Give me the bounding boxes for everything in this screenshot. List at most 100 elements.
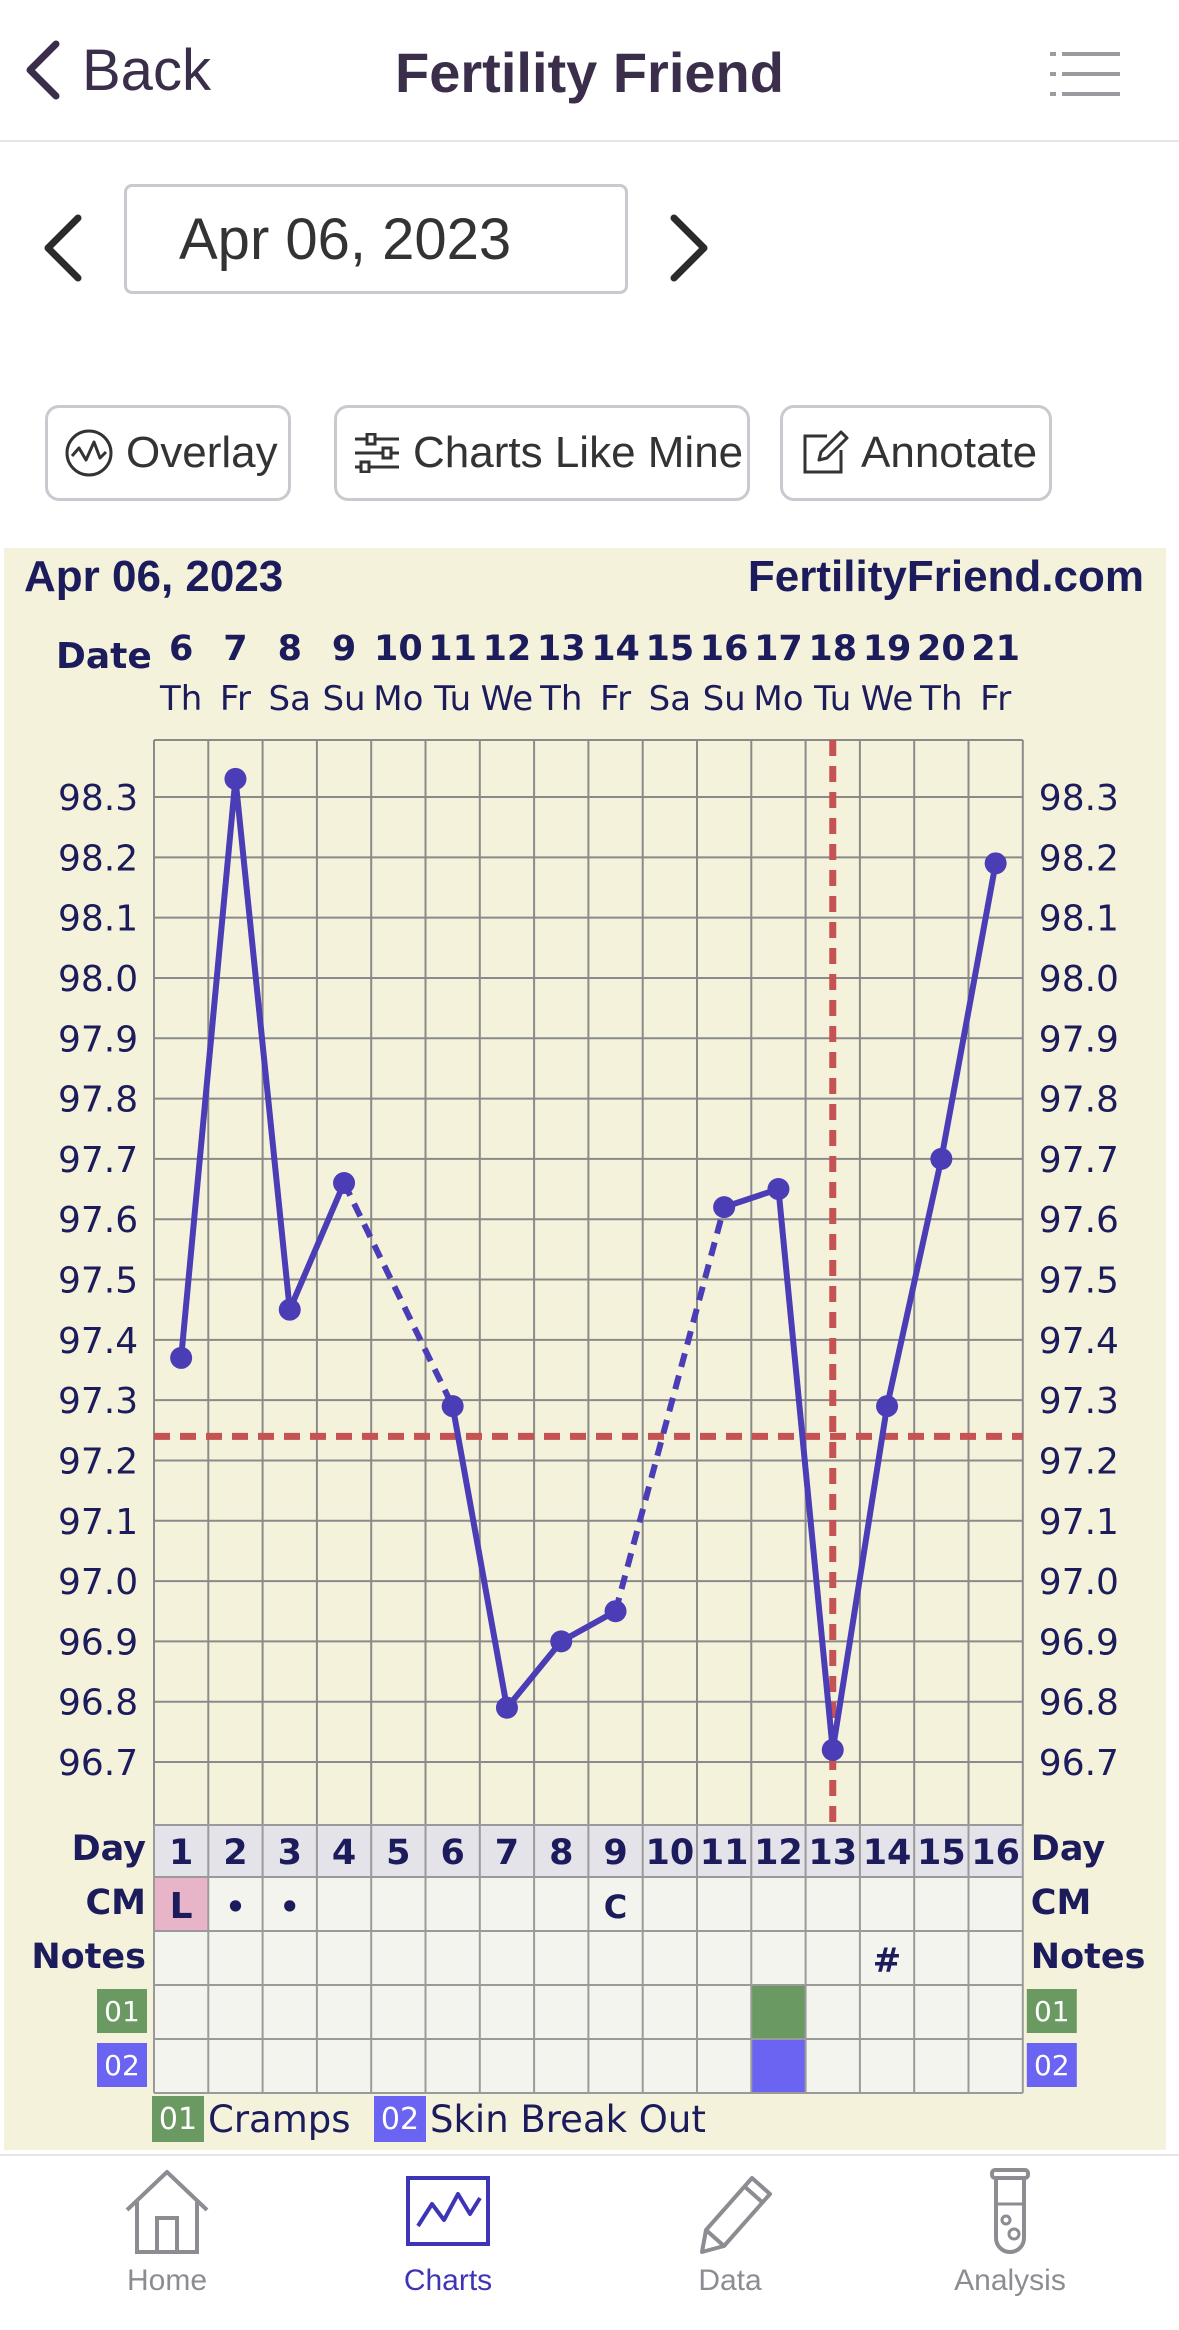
tab-charts[interactable]: Charts <box>353 2164 543 2324</box>
chart-date: Apr 06, 2023 <box>24 552 284 601</box>
tab-analysis[interactable]: Analysis <box>915 2164 1105 2324</box>
date-tick-label: 8 <box>278 629 302 669</box>
pencil-icon <box>700 2176 772 2254</box>
y-tick-label-left: 98.2 <box>58 838 138 879</box>
temperature-point <box>495 1696 518 1719</box>
y-tick-label-right: 98.1 <box>1039 899 1119 940</box>
symptom-chip-right <box>1026 1989 1077 2033</box>
y-tick-label-left: 97.9 <box>58 1019 138 1060</box>
cycle-day-label: 12 <box>754 1833 803 1873</box>
temperature-segment <box>178 778 239 1359</box>
annotate-button[interactable]: Annotate <box>780 405 1052 501</box>
date-row-label: Date <box>56 636 152 677</box>
y-tick-label-left: 96.8 <box>58 1683 138 1724</box>
day-row-label-right: Day <box>1031 1829 1106 1869</box>
temperature-segment <box>504 1639 564 1710</box>
temperature-point <box>224 767 247 790</box>
temperature-segment <box>938 862 999 1160</box>
weekday-label: Th <box>539 679 582 719</box>
notes-row-label-right: Notes <box>1031 1937 1146 1977</box>
tab-home[interactable]: Home <box>72 2164 262 2324</box>
chevron-left-icon <box>44 214 82 282</box>
symptom-code-left: 02 <box>104 2049 140 2082</box>
charts-like-mine-label: Charts Like Mine <box>413 428 744 477</box>
date-tick-label: 7 <box>223 629 247 669</box>
weekday-label: We <box>861 679 914 719</box>
y-tick-label-left: 98.0 <box>58 959 138 1000</box>
cycle-day-label: 14 <box>863 1833 912 1873</box>
cycle-day-label: 3 <box>278 1833 302 1873</box>
date-tick-label: 14 <box>591 629 640 669</box>
temperature-segment <box>775 1188 836 1751</box>
y-tick-label-left: 97.4 <box>58 1321 138 1362</box>
y-tick-label-right: 97.0 <box>1039 1562 1119 1603</box>
day-row-label: Day <box>72 1829 147 1869</box>
edit-icon <box>803 430 849 474</box>
temperature-point <box>441 1395 464 1418</box>
previous-date-button[interactable] <box>36 208 92 288</box>
temperature-point <box>604 1600 627 1623</box>
y-tick-label-left: 98.3 <box>58 778 138 819</box>
bbt-chart[interactable]: Date 6Th7Fr8Sa9Su10Mo11Tu12We13Th14Fr15Sa… <box>0 0 1179 2150</box>
test-tube-icon <box>990 2168 1030 2254</box>
cm-value: • <box>225 1888 245 1926</box>
cycle-day-label: 8 <box>549 1833 573 1873</box>
date-tick-label: 21 <box>971 629 1020 669</box>
temperature-point <box>333 1172 356 1194</box>
date-tick-label: 17 <box>754 629 803 669</box>
chevron-right-icon <box>670 214 708 282</box>
overlay-icon <box>65 429 113 477</box>
date-tick-label: 12 <box>483 629 532 669</box>
menu-list-button[interactable] <box>1050 52 1120 96</box>
date-field[interactable]: Apr 06, 2023 <box>124 184 628 294</box>
weekday-label: Su <box>322 679 365 719</box>
cycle-day-label: 5 <box>386 1833 410 1873</box>
next-date-button[interactable] <box>660 208 716 288</box>
y-tick-label-right: 98.0 <box>1039 959 1119 1000</box>
y-tick-label-right: 97.6 <box>1039 1200 1119 1241</box>
back-button[interactable]: Back <box>20 37 211 103</box>
chart-site-label: FertilityFriend.com <box>747 552 1144 601</box>
temperature-segment <box>449 1405 510 1709</box>
weekday-label: Mo <box>373 679 423 719</box>
chart-icon <box>406 2176 490 2246</box>
y-tick-label-right: 97.8 <box>1039 1080 1119 1121</box>
y-tick-label-right: 97.4 <box>1039 1321 1119 1362</box>
cm-row-label: CM <box>85 1883 146 1923</box>
list-menu-icon <box>1050 52 1120 96</box>
y-tick-label-right: 96.8 <box>1039 1683 1119 1724</box>
tab-data[interactable]: Data <box>635 2164 825 2324</box>
weekday-label: Sa <box>269 679 311 719</box>
symptom-cell <box>751 1985 806 2039</box>
weekday-label: Mo <box>753 679 803 719</box>
symptom-cell <box>751 2039 806 2093</box>
y-tick-label-right: 97.2 <box>1039 1441 1119 1482</box>
y-tick-label-left: 97.0 <box>58 1562 138 1603</box>
weekday-label: Fr <box>980 679 1011 719</box>
temperature-point <box>170 1346 193 1369</box>
y-tick-label-left: 97.1 <box>58 1502 138 1543</box>
y-tick-label-left: 97.2 <box>58 1441 138 1482</box>
date-tick-label: 19 <box>863 629 912 669</box>
tab-bar: Home Charts Data Analysis <box>0 2154 1179 2330</box>
charts-like-mine-button[interactable]: Charts Like Mine <box>334 405 750 501</box>
legend-label: Cramps <box>208 2097 351 2141</box>
weekday-label: Fr <box>600 679 631 719</box>
tab-analysis-label: Analysis <box>954 2264 1066 2297</box>
cycle-day-label: 7 <box>495 1833 519 1873</box>
legend-label: Skin Break Out <box>430 2097 706 2141</box>
y-tick-label-right: 96.9 <box>1039 1622 1119 1663</box>
chevron-left-icon <box>26 40 60 100</box>
weekday-label: Sa <box>649 679 691 719</box>
back-label: Back <box>82 37 211 103</box>
y-tick-label-left: 97.8 <box>58 1080 138 1121</box>
date-tick-label: 13 <box>537 629 586 669</box>
temperature-segment <box>884 1158 945 1407</box>
cycle-day-label: 1 <box>169 1833 193 1873</box>
legend-chip: 01 <box>152 2096 204 2142</box>
cycle-day-label: 13 <box>808 1833 857 1873</box>
y-tick-label-right: 96.7 <box>1039 1743 1119 1784</box>
symptom-code-right: 01 <box>1034 1995 1070 2028</box>
temperature-segment <box>232 778 293 1310</box>
overlay-button[interactable]: Overlay <box>45 405 291 501</box>
